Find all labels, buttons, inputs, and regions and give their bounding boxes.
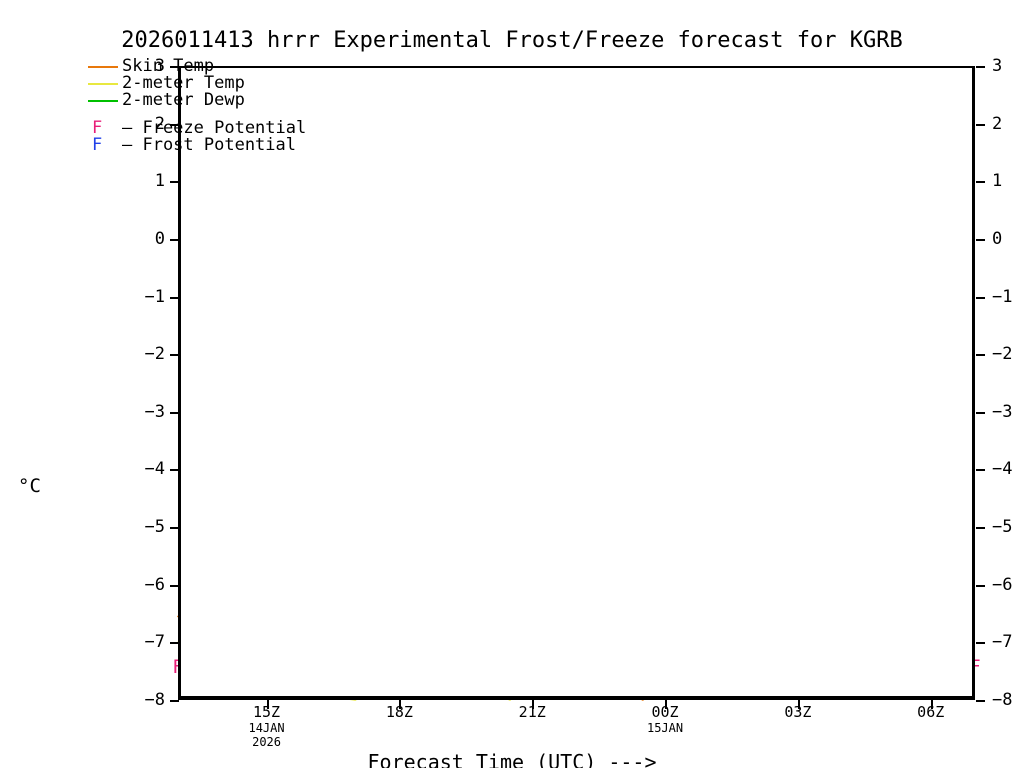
legend-marker-glyph: F [92, 118, 103, 138]
legend-item-skin-temp: Skin Temp [88, 58, 418, 75]
y-axis-label: −8 [144, 690, 165, 710]
y-axis-tick [976, 469, 985, 472]
y-axis-label: −3 [992, 401, 1013, 422]
legend-item-2-meter-dewp: 2-meter Dewp [88, 92, 418, 109]
y-axis-label: 3 [992, 56, 1003, 76]
legend-line-swatch [88, 83, 118, 85]
x-axis-label: 18Z [385, 703, 413, 721]
legend-marker-freeze-potential: F — Freeze Potential [88, 120, 418, 137]
y-axis-label: −4 [144, 459, 165, 480]
y-axis-tick [170, 469, 179, 472]
y-axis-label: 0 [154, 228, 165, 249]
y-axis-label: 0 [992, 228, 1003, 249]
legend-item-2-meter-temp: 2-meter Temp [88, 75, 418, 92]
y-axis-tick [170, 123, 179, 126]
y-axis-tick [976, 584, 985, 587]
y-axis-tick [170, 527, 179, 530]
y-axis-tick [976, 700, 985, 702]
y-axis-tick [976, 296, 985, 299]
y-axis-tick [976, 354, 985, 357]
x-axis-sublabel: 15JAN [646, 721, 684, 735]
x-axis-tick [797, 700, 800, 709]
y-axis-label: −7 [144, 632, 165, 653]
y-axis-label: 3 [154, 56, 165, 76]
y-axis-tick [170, 700, 179, 702]
y-axis-tick [976, 238, 985, 241]
y-axis-tick [170, 642, 179, 645]
y-axis-tick [170, 354, 179, 357]
y-axis-label: −3 [144, 401, 165, 422]
x-axis-label: 06Z [917, 703, 945, 721]
legend-item-label: 2-meter Temp [122, 73, 245, 93]
y-axis-label: −5 [992, 517, 1013, 538]
y-axis-label: −5 [144, 517, 165, 538]
legend-marker-glyph: F [92, 135, 103, 155]
legend-marker-label: — Freeze Potential [122, 118, 307, 138]
x-axis-title: Forecast Time (UTC) ---> [367, 750, 657, 768]
y-axis-title: °C [18, 475, 41, 497]
x-axis-tick [266, 700, 269, 709]
chart-legend: Skin Temp 2-meter Temp 2-meter Dewp F — Free… [88, 58, 418, 154]
y-axis-tick [976, 181, 985, 184]
legend-line-swatch [88, 100, 118, 102]
legend-item-label: Skin Temp [122, 56, 215, 76]
y-axis-tick [976, 642, 985, 645]
y-axis-label: 2 [992, 113, 1003, 134]
x-axis-sublabel: 2026 [252, 735, 281, 749]
y-axis-label: −6 [992, 574, 1013, 595]
chart-title: 2026011413 hrrr Experimental Frost/Freez… [121, 28, 903, 53]
x-axis-sublabel: 14JAN [248, 721, 285, 735]
y-axis-label: −6 [144, 574, 165, 595]
y-axis-label: −2 [992, 344, 1013, 365]
y-axis-tick [976, 411, 985, 414]
y-axis-tick [170, 66, 179, 68]
y-axis-tick [976, 527, 985, 530]
x-axis-label: 15Z [253, 703, 281, 721]
y-axis-label: −1 [992, 286, 1013, 307]
legend-line-swatch [88, 66, 118, 68]
x-axis-label: 03Z [784, 703, 812, 721]
y-axis-tick [170, 411, 179, 414]
freeze-potential-marker: F [969, 656, 981, 679]
y-axis-label: −8 [992, 690, 1013, 710]
y-axis-label: −2 [144, 344, 165, 365]
x-axis-tick [665, 700, 668, 709]
y-axis-tick [976, 123, 985, 126]
x-axis-label: 00Z [651, 703, 679, 721]
y-axis-label: 1 [992, 171, 1003, 192]
y-axis-label: 2 [154, 113, 165, 134]
y-axis-tick [170, 296, 179, 299]
legend-item-label: 2-meter Dewp [122, 90, 245, 110]
legend-marker-label: — Frost Potential [122, 135, 296, 155]
x-axis-label: 21Z [518, 703, 546, 721]
x-axis-tick [532, 700, 535, 709]
y-axis-label: −4 [992, 459, 1013, 480]
x-axis-tick [399, 700, 402, 709]
x-axis-tick [930, 700, 933, 709]
y-axis-label: −7 [992, 632, 1013, 653]
legend-marker-frost-potential: F — Frost Potential [88, 137, 418, 154]
y-axis-label: 1 [154, 171, 165, 192]
y-axis-tick [170, 238, 179, 241]
y-axis-tick [170, 584, 179, 587]
y-axis-tick [976, 66, 985, 68]
y-axis-label: −1 [144, 286, 165, 307]
y-axis-tick [170, 181, 179, 184]
plot-frame [178, 66, 975, 700]
